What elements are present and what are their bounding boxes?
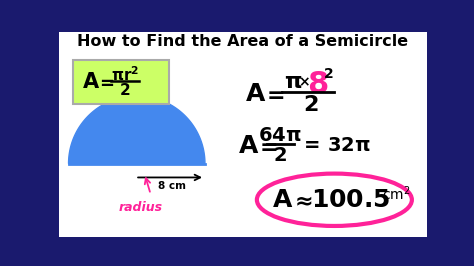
FancyBboxPatch shape [73, 60, 169, 103]
Text: $\mathbf{2}$: $\mathbf{2}$ [273, 146, 287, 165]
Text: How to Find the Area of a Semicircle: How to Find the Area of a Semicircle [77, 34, 409, 49]
Text: $\mathbf{8}$: $\mathbf{8}$ [307, 70, 328, 99]
Polygon shape [69, 96, 205, 164]
Text: $\mathbf{\pi}$: $\mathbf{\pi}$ [284, 72, 302, 92]
Text: $\mathbf{\times}$: $\mathbf{\times}$ [298, 75, 310, 89]
Text: $\mathbf{A}$: $\mathbf{A}$ [82, 72, 100, 92]
Text: 8 cm: 8 cm [158, 181, 186, 191]
FancyBboxPatch shape [59, 50, 427, 237]
Text: $\mathbf{=}$: $\mathbf{=}$ [255, 136, 277, 156]
Text: $\mathbf{2}$: $\mathbf{2}$ [119, 82, 131, 98]
Text: $\mathbf{=}$: $\mathbf{=}$ [96, 73, 115, 91]
Text: $\mathbf{=\,32\pi}$: $\mathbf{=\,32\pi}$ [300, 136, 370, 155]
Text: $\mathbf{A}$: $\mathbf{A}$ [237, 134, 259, 158]
Text: $\mathbf{\pi r^2}$: $\mathbf{\pi r^2}$ [111, 66, 139, 84]
FancyBboxPatch shape [59, 32, 427, 50]
Text: $\mathbf{2}$: $\mathbf{2}$ [303, 95, 319, 115]
Ellipse shape [257, 174, 412, 226]
Text: $\mathbf{=}$: $\mathbf{=}$ [262, 84, 285, 104]
Text: $\mathbf{64\pi}$: $\mathbf{64\pi}$ [258, 126, 302, 145]
Text: $\mathbf{A}$: $\mathbf{A}$ [273, 188, 293, 212]
Text: $\mathbf{A}$: $\mathbf{A}$ [245, 82, 266, 106]
Text: $\mathbf{\approx}$: $\mathbf{\approx}$ [290, 190, 313, 210]
Text: $\mathrm{cm}^2$: $\mathrm{cm}^2$ [383, 184, 411, 203]
Text: radius: radius [118, 201, 163, 214]
Text: $\mathbf{2}$: $\mathbf{2}$ [323, 67, 333, 81]
Text: $\mathbf{100.5}$: $\mathbf{100.5}$ [311, 188, 391, 212]
